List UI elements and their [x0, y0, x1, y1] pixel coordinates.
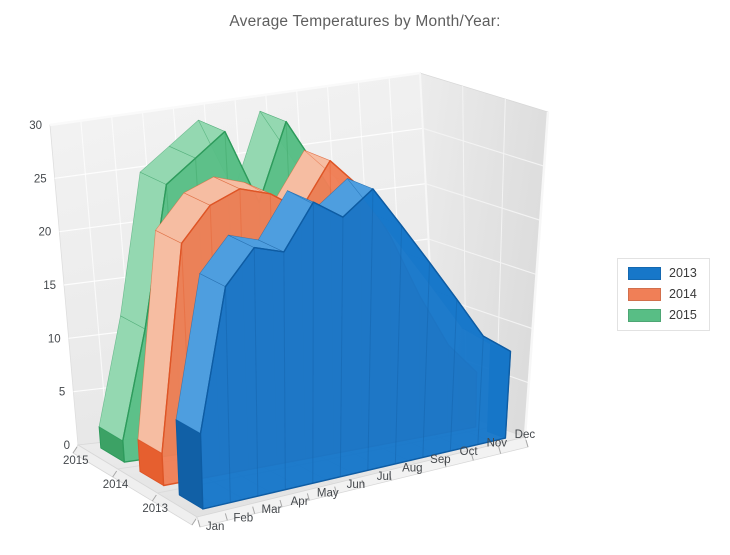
series-2013-month-divider	[449, 299, 458, 451]
chart-title: Average Temperatures by Month/Year:	[229, 13, 501, 30]
series-2013-month-divider	[283, 251, 286, 490]
x-axis-label-dec: Dec	[515, 429, 536, 441]
right-wall-outer-bevel	[523, 111, 550, 438]
back-wall-top-bevel	[49, 71, 421, 127]
series-2013-month-divider	[224, 286, 231, 503]
right-wall-gridline-h	[425, 183, 541, 221]
legend-item-2015: 2015	[628, 309, 697, 322]
x-axis-tick	[470, 453, 474, 461]
axis-ticks	[72, 439, 529, 528]
x-axis-tick	[252, 506, 256, 514]
right-wall-gridline-h	[428, 238, 537, 276]
x-axis-tick	[525, 439, 529, 448]
right-wall-gridline-h	[422, 127, 545, 167]
y-axis-label-30: 30	[29, 120, 42, 132]
x-axis-tick	[361, 479, 365, 488]
x-axis-label-oct: Oct	[460, 446, 479, 458]
series-2013-month-divider	[312, 202, 314, 484]
series-2013-month-divider	[253, 247, 259, 497]
legend: 2013 2014 2015	[617, 258, 710, 331]
x-axis-label-apr: Apr	[291, 496, 309, 508]
series-2013-month-divider	[477, 336, 484, 445]
x-axis-tick	[224, 513, 228, 521]
x-axis-tick	[279, 499, 283, 508]
depth-axis-tick	[112, 470, 118, 478]
series-2013-jan-cap	[175, 419, 204, 510]
series-2013-month-divider	[394, 225, 403, 464]
x-axis-label-sep: Sep	[430, 454, 450, 466]
back-wall-gridline-v	[80, 120, 109, 442]
series-2013-month-divider	[422, 262, 431, 458]
depth-axis-label-2014: 2014	[103, 479, 129, 491]
series-2013-area	[175, 178, 512, 510]
x-axis-label-mar: Mar	[261, 504, 281, 516]
x-axis-tick	[388, 473, 392, 481]
y-axis-label-20: 20	[39, 227, 52, 239]
legend-label: 2014	[669, 287, 697, 302]
series-2013-month-divider	[339, 217, 344, 477]
y-axis-label-25: 25	[34, 173, 47, 185]
x-axis-label-feb: Feb	[233, 513, 253, 525]
depth-axis-label-2015: 2015	[63, 455, 89, 467]
series-2013-top-edge	[199, 188, 511, 434]
depth-axis-tick	[72, 446, 78, 454]
axis-labels: 0 5 10 15 20 25 30 Jan Feb Mar Apr May Jun Jul Aug Sep O…	[29, 120, 535, 533]
x-axis-tick	[197, 519, 201, 528]
legend-label: 2015	[669, 308, 697, 323]
legend-label: 2013	[669, 266, 697, 281]
x-axis-label-jul: Jul	[377, 471, 392, 483]
x-axis-tick	[498, 446, 502, 454]
legend-item-2014: 2014	[628, 288, 697, 301]
x-axis-label-aug: Aug	[402, 463, 422, 475]
x-axis-label-may: May	[317, 488, 339, 500]
x-axis-tick	[416, 466, 420, 474]
x-axis-label-jan: Jan	[206, 521, 225, 533]
x-axis-tick	[443, 459, 447, 468]
legend-item-2013: 2013	[628, 267, 697, 280]
depth-axis-tick	[151, 494, 157, 502]
legend-swatch-2015	[628, 309, 661, 322]
legend-swatch-2013	[628, 267, 661, 280]
x-axis-tick	[306, 493, 310, 501]
x-axis-label-jun: Jun	[347, 479, 366, 491]
depth-axis-label-2013: 2013	[142, 503, 168, 515]
legend-swatch-2014	[628, 288, 661, 301]
series-2013-month-divider	[367, 188, 374, 471]
y-axis-label-15: 15	[43, 280, 56, 292]
x-axis-tick	[334, 486, 338, 494]
x-axis-label-nov: Nov	[487, 438, 508, 450]
y-axis-label-10: 10	[48, 333, 61, 345]
depth-axis-tick	[191, 518, 197, 526]
y-axis-label-5: 5	[59, 387, 65, 399]
y-axis-label-0: 0	[64, 440, 70, 452]
